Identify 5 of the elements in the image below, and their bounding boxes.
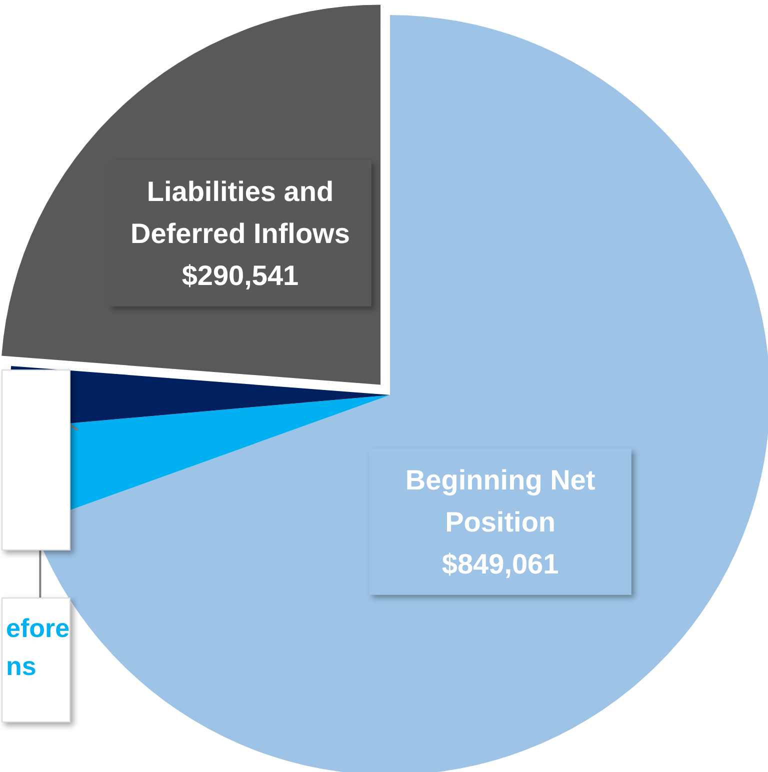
slice-label: Beginning Net Position [405, 464, 596, 538]
data-label: $290,541 [182, 260, 299, 292]
slice-label: Liabilities and Deferred Inflows [130, 176, 350, 250]
slice-label: efore ns [6, 613, 70, 682]
data-label: $849,061 [442, 548, 559, 580]
